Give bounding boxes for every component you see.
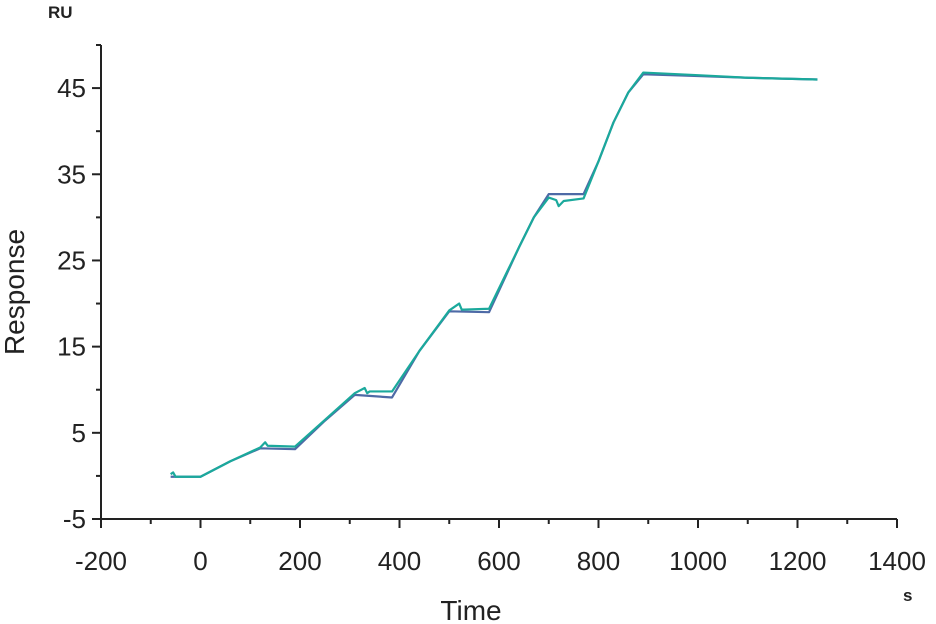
y-axis-title: Response (0, 229, 30, 355)
x-tick-label: 800 (577, 546, 620, 576)
x-tick-label: 200 (278, 546, 321, 576)
y-tick-label: 35 (57, 159, 86, 189)
series-line (170, 73, 818, 478)
y-tick-label: -5 (63, 504, 86, 534)
x-tick-label: 1000 (669, 546, 727, 576)
y-tick-label: 5 (72, 418, 86, 448)
y-tick-label: 25 (57, 245, 86, 275)
x-tick-label: 600 (477, 546, 520, 576)
series-line (170, 71, 818, 478)
x-tick-label: 400 (378, 546, 421, 576)
y-unit: RU (48, 3, 73, 22)
x-tick-label: 1400 (868, 546, 926, 576)
y-tick-label: 45 (57, 73, 86, 103)
x-axis-title: Time (440, 595, 501, 624)
y-tick-label: 15 (57, 332, 86, 362)
x-tick-label: 1200 (769, 546, 827, 576)
x-unit: s (903, 586, 912, 605)
x-tick-label: -200 (75, 546, 127, 576)
x-tick-label: 0 (193, 546, 207, 576)
